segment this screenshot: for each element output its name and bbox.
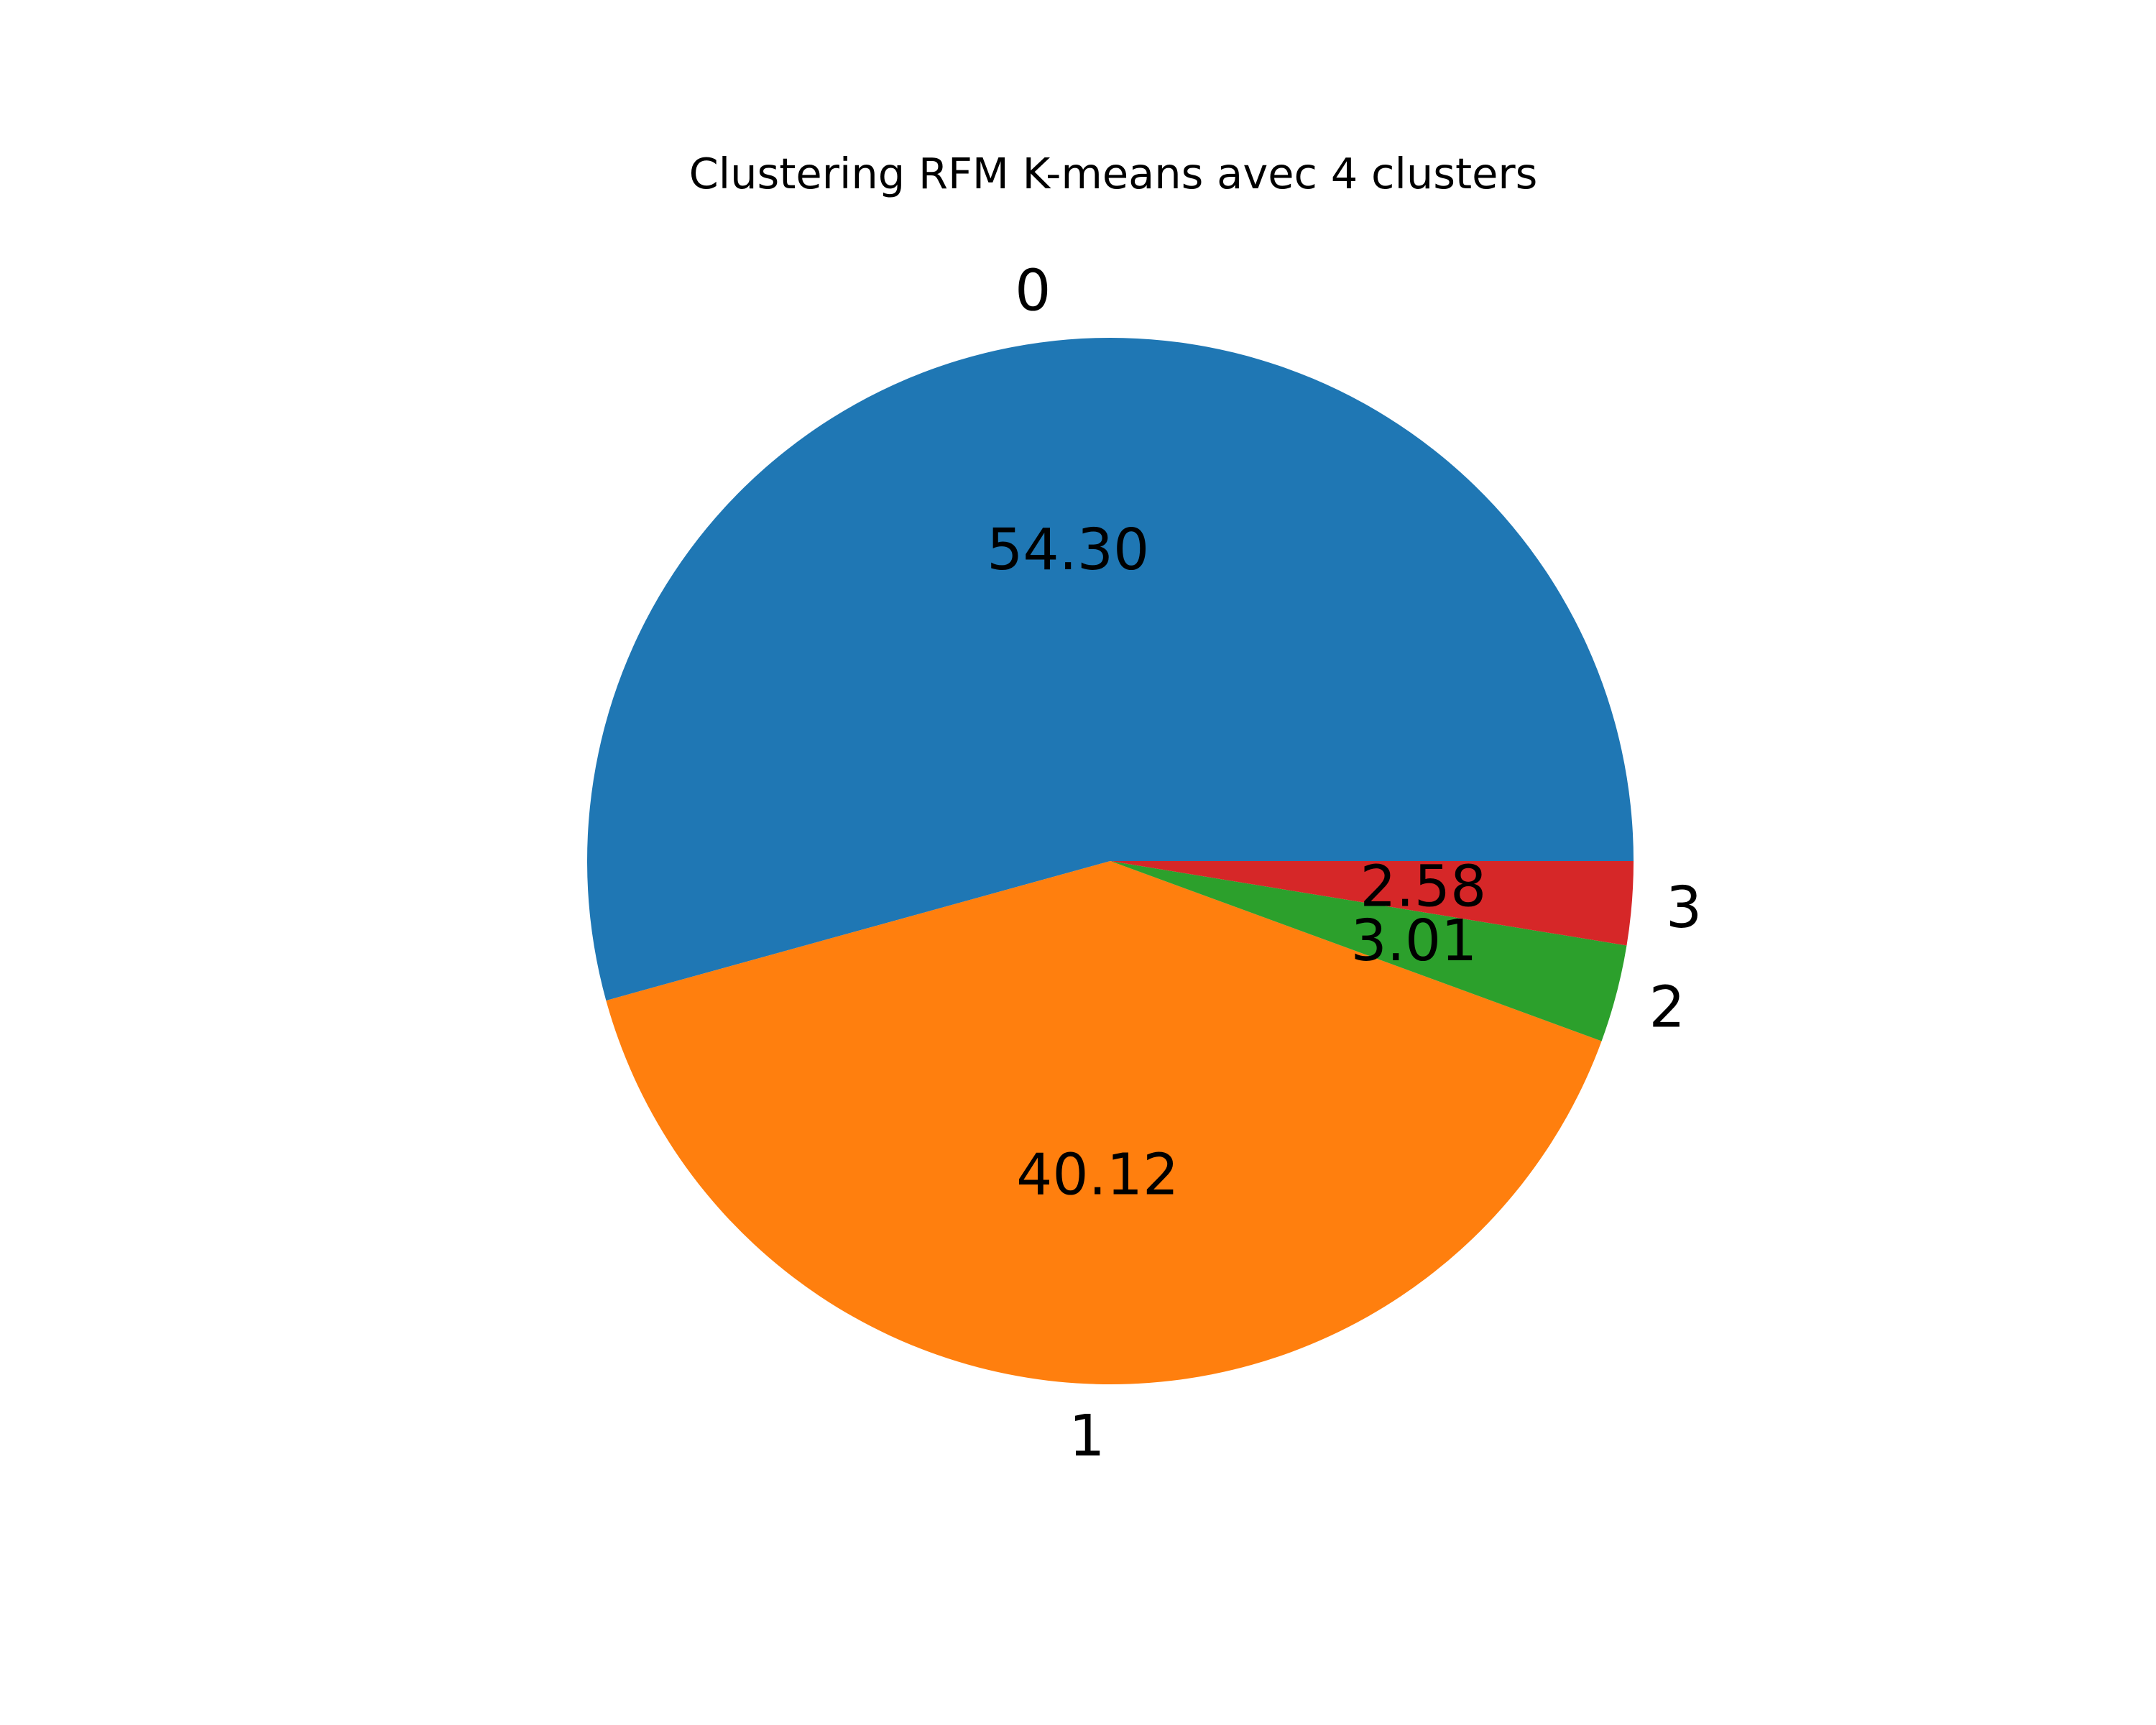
chart-title: Clustering RFM K-means avec 4 clusters bbox=[689, 149, 1538, 198]
slice-value-0: 54.30 bbox=[987, 517, 1149, 583]
pie-labels: 0 54.30 1 40.12 2 3.01 3 2.58 bbox=[987, 257, 1702, 1469]
pie-slice-1 bbox=[606, 861, 1602, 1384]
slice-label-1: 1 bbox=[1069, 1403, 1105, 1469]
slice-value-1: 40.12 bbox=[1016, 1141, 1179, 1208]
slice-value-3: 2.58 bbox=[1360, 853, 1486, 919]
slice-label-0: 0 bbox=[1015, 257, 1051, 323]
slice-label-3: 3 bbox=[1666, 875, 1702, 941]
pie-slices bbox=[587, 338, 1634, 1384]
slice-label-2: 2 bbox=[1649, 974, 1685, 1040]
pie-slice-0 bbox=[587, 338, 1634, 1001]
slice-value-2: 3.01 bbox=[1351, 908, 1478, 974]
pie-slice-3 bbox=[1110, 861, 1634, 946]
pie-slice-2 bbox=[1110, 861, 1627, 1041]
